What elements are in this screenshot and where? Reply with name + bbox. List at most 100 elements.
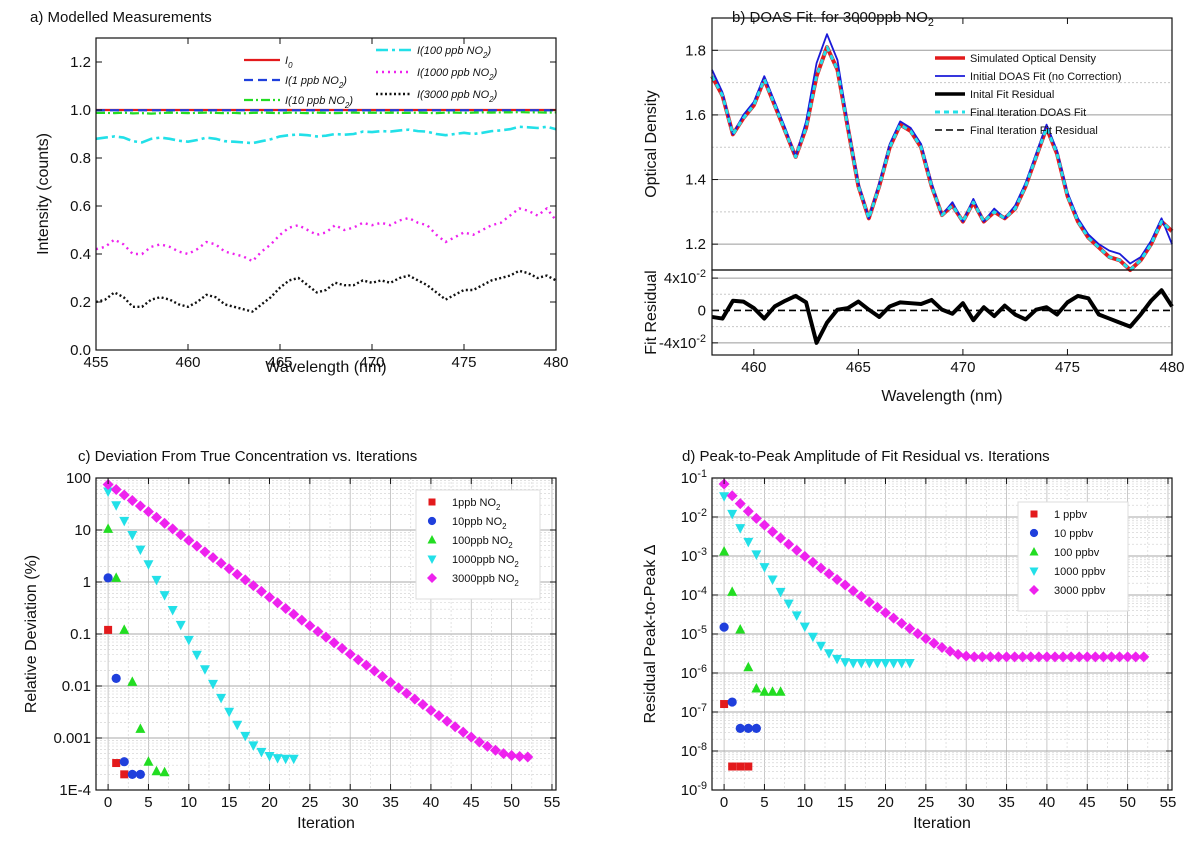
panel-d-point — [1138, 651, 1150, 663]
panel-a-legend-label-base: I — [285, 55, 288, 67]
panel-c-point — [465, 731, 477, 743]
panel-b-series-line — [711, 288, 1174, 345]
panel-d-ytick-label-exp: -8 — [697, 741, 707, 753]
panel-d-ytick-label-base: 10 — [681, 665, 698, 682]
panel-c-xtick-label: 45 — [463, 794, 480, 811]
panel-d-point — [750, 512, 762, 524]
panel-d-point — [719, 546, 730, 556]
panel-a-ytick-label: 1.2 — [70, 54, 91, 71]
panel-b-series-line — [711, 33, 1173, 265]
panel-d-point — [751, 683, 762, 693]
panel-d-point — [743, 537, 754, 548]
panel-d-point — [728, 762, 737, 771]
panel-b-legend-label: Initial DOAS Fit (no Correction) — [970, 71, 1122, 83]
panel-c-legend-swatch — [427, 516, 437, 526]
panel-b-legend-item: Initial DOAS Fit (no Correction) — [935, 71, 1122, 83]
panel-c-xtick-label: 55 — [544, 794, 561, 811]
panel-d-legend-box — [1017, 501, 1129, 612]
panel-b-res-ytick-label: 0 — [698, 302, 706, 319]
panel-c-xtick-label: 50 — [503, 794, 520, 811]
panel-d-point — [807, 556, 819, 568]
panel-a-xtick-label: 480 — [543, 354, 568, 371]
panel-c-xtick-label: 15 — [221, 794, 238, 811]
panel-d-point — [775, 686, 786, 696]
panel-d-point — [952, 648, 964, 660]
panel-c-point — [368, 665, 380, 677]
panel-d-xtick-label: 40 — [1039, 794, 1056, 811]
panel-c-legend-label: 100ppb NO2 — [452, 535, 513, 550]
panel-c-point — [433, 710, 445, 722]
panel-d-point — [726, 490, 738, 502]
panel-d-xtick-label: 55 — [1160, 794, 1177, 811]
panel-a-frame — [95, 37, 557, 351]
panel-c-point — [183, 534, 195, 546]
panel-d-ytick-label-base: 10 — [681, 743, 698, 760]
panel-b-xtick-label: 470 — [950, 359, 975, 376]
panel-d-point — [791, 544, 803, 556]
panel-a-series-line — [95, 125, 557, 145]
panel-d-point — [856, 659, 867, 669]
panel-d-point — [735, 624, 746, 634]
panel-c-legend-label-base: 3000ppb NO — [452, 573, 515, 585]
panel-c-point — [126, 494, 138, 506]
panel-d-point — [871, 601, 883, 613]
panel-d-point — [936, 642, 948, 654]
panel-a-xtick-label: 475 — [451, 354, 476, 371]
panel-d-point — [815, 641, 826, 652]
panel-d-legend-swatch — [1029, 547, 1039, 556]
panel-c-legend-label-sub: 2 — [496, 503, 500, 512]
panel-b-res-ytick-label: 4x10-2 — [664, 268, 706, 287]
panel-c-xtick-label: 25 — [302, 794, 319, 811]
panel-a-legend-label-end: ) — [485, 45, 491, 57]
panel-c-point — [119, 757, 129, 767]
panel-a-legend-label-sub: 2 — [344, 101, 350, 110]
panel-c-legend-label-sub: 2 — [502, 522, 506, 531]
panel-c-legend-label: 3000ppb NO2 — [452, 573, 519, 588]
panel-d-legend-swatch — [1029, 528, 1039, 538]
panel-d-point — [944, 645, 956, 657]
panel-c-point — [264, 591, 276, 603]
panel-a-legend-label-sub: 2 — [338, 81, 344, 90]
panel-c-xtick-label: 10 — [180, 794, 197, 811]
panel-c-point — [231, 568, 243, 580]
panel-d-point — [783, 538, 795, 550]
panel-d-point — [1122, 651, 1134, 663]
panel-a-legend-label-base: I(10 ppb NO — [285, 95, 345, 107]
panel-d-point — [984, 651, 996, 663]
panel-d-point — [751, 723, 761, 733]
panel-c-legend-item: 100ppb NO2 — [427, 535, 513, 550]
panel-d-xtick-label: 35 — [998, 794, 1015, 811]
panel-d-point — [888, 659, 899, 669]
panel-d-point — [727, 586, 738, 596]
panel-c-point — [320, 631, 332, 643]
panel-c-point — [280, 754, 291, 765]
panel-c-point — [111, 572, 122, 582]
panel-d-legend-item: 1000 ppbv — [1029, 566, 1106, 578]
panel-c-legend-label-sub: 2 — [508, 541, 512, 550]
panel-c-ytick-label: 100 — [66, 470, 91, 487]
panel-c-point — [127, 769, 137, 779]
panel-a-legend-label-sub: 2 — [488, 73, 494, 82]
panel-d-legend-label: 1 ppbv — [1054, 509, 1088, 521]
panel-d-ytick-label: 10-3 — [681, 546, 707, 565]
panel-d-legend-item: 1 ppbv — [1030, 509, 1088, 521]
panel-a-ytick-label: 0.0 — [70, 342, 91, 359]
panel-a-legend-label: I(1 ppb NO2) — [285, 75, 347, 90]
panel-c-point — [103, 523, 114, 533]
panel-c-point — [514, 751, 526, 763]
panel-c-point — [103, 573, 113, 583]
panel-c-point — [127, 531, 138, 541]
panel-d-legend-label: 3000 ppbv — [1054, 585, 1106, 597]
panel-c-point — [151, 575, 162, 586]
panel-c-point — [135, 723, 146, 733]
panel-c-xtick-label: 20 — [261, 794, 278, 811]
panel-a-legend-label-base: I(1000 ppb NO — [417, 67, 490, 79]
panel-c-point — [385, 676, 397, 688]
panel-d-point — [1033, 651, 1045, 663]
panel-d-point — [848, 659, 859, 669]
panel-c-xtick-label: 5 — [144, 794, 152, 811]
panel-d-point — [767, 686, 778, 696]
panel-d-ytick-label-exp: -4 — [697, 585, 707, 597]
